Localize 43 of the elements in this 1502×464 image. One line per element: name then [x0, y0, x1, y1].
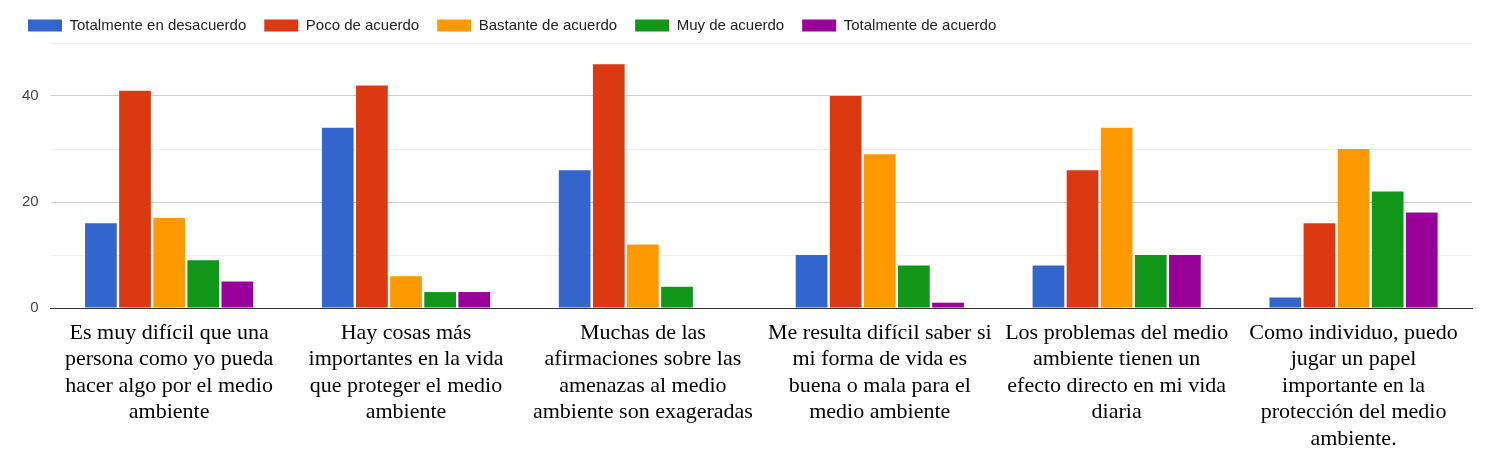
bar — [390, 276, 422, 308]
bar — [153, 217, 185, 308]
y-tick-label: 0 — [30, 298, 39, 316]
x-tick-label: Como individuo, puedo jugar un papel importante en la protección del medio ambiente. — [1249, 318, 1458, 450]
bar — [932, 302, 964, 308]
bar — [1269, 297, 1302, 308]
bar — [187, 260, 220, 308]
legend-label: Totalmente en desacuerdo — [69, 15, 247, 33]
bar — [321, 127, 354, 308]
bar — [898, 265, 930, 308]
bar — [1405, 212, 1438, 308]
bar — [356, 85, 388, 308]
bar — [795, 255, 828, 308]
bar — [592, 64, 625, 308]
bar — [1371, 191, 1404, 308]
x-tick-label: Los problemas del medio ambiente tienen un efecto directo en mi vida diaria — [1005, 318, 1229, 424]
bar — [1100, 127, 1133, 308]
x-tick-label: Hay cosas más importantes en la vida que proteger el medio ambiente — [308, 318, 504, 424]
bar — [829, 96, 862, 308]
legend-label: Poco de acuerdo — [305, 15, 420, 33]
x-tick-label: Me resulta difícil saber si mi forma de vida es buena o mala para el medio ambiente — [767, 318, 992, 424]
bar — [1032, 265, 1065, 308]
bar — [221, 281, 254, 308]
legend-label: Bastante de acuerdo — [478, 15, 618, 33]
bar — [558, 170, 591, 308]
bar — [661, 286, 693, 308]
bar — [1134, 255, 1167, 308]
y-tick-label: 40 — [22, 86, 39, 104]
bar — [863, 154, 896, 308]
bar — [1066, 170, 1099, 308]
bar — [1169, 255, 1201, 308]
bar — [1303, 223, 1336, 308]
bar — [627, 244, 659, 308]
x-tick-label: Muchas de las afirmaciones sobre las amenazas al medio ambiente son exageradas — [532, 318, 753, 424]
bar — [424, 292, 456, 308]
y-tick-label: 20 — [22, 192, 39, 210]
legend-label: Totalmente de acuerdo — [843, 15, 997, 33]
bar — [1337, 149, 1370, 308]
legend-label: Muy de acuerdo — [676, 15, 785, 33]
x-tick-label: Es muy difícil que una persona como yo pueda hacer algo por el medio ambiente — [64, 318, 274, 424]
bar — [458, 292, 491, 308]
bar — [119, 90, 151, 308]
bar — [85, 223, 117, 308]
